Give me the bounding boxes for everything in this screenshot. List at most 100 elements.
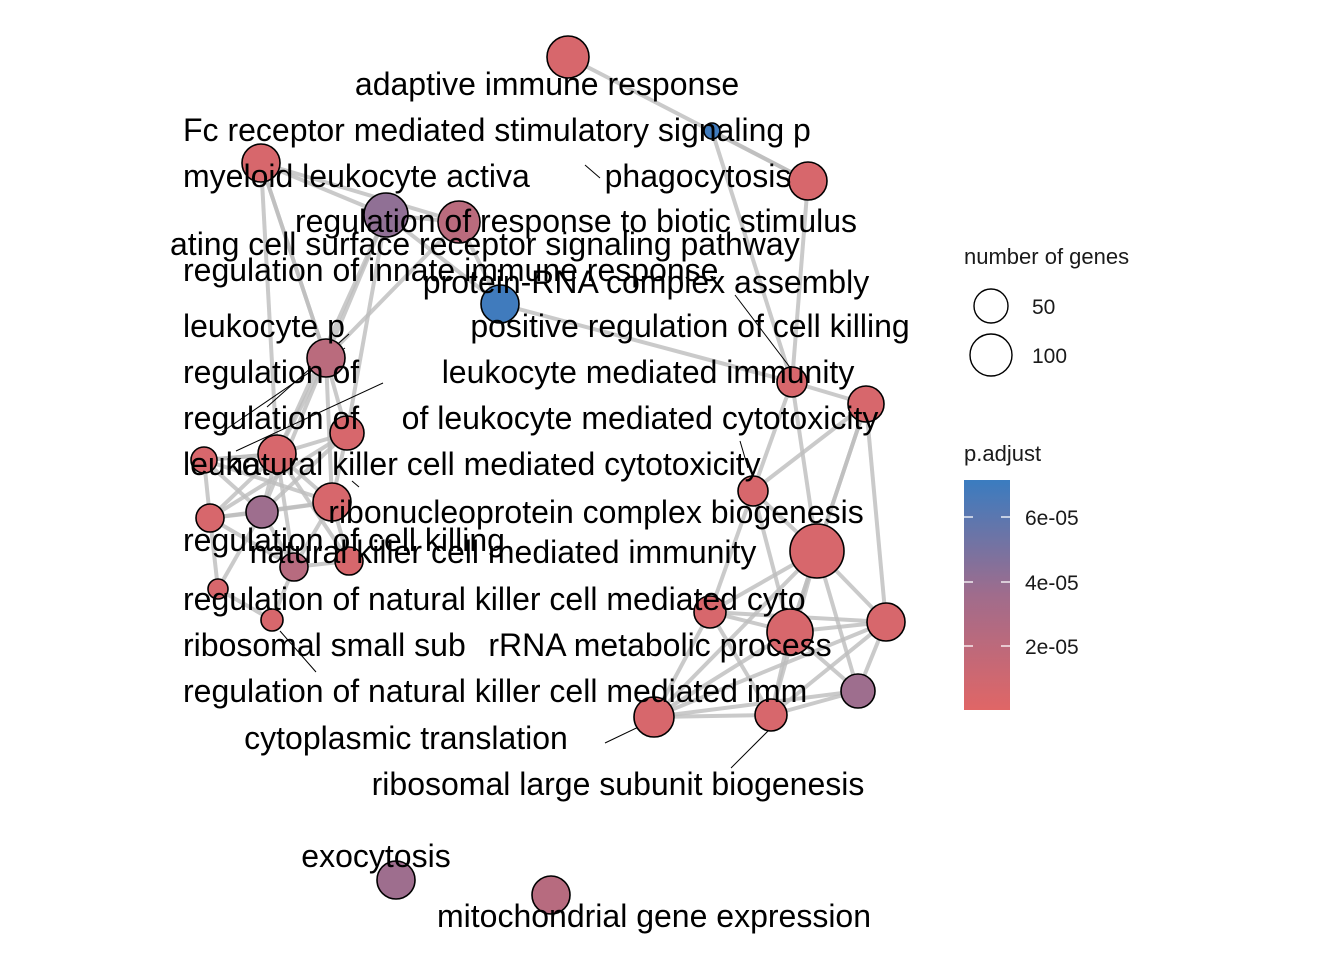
node-phagocytosis <box>788 161 828 201</box>
size-legend-key-100 <box>969 333 1013 377</box>
node-label: ribosomal small sub <box>183 627 466 663</box>
node-leukocyte-proliferation <box>257 434 297 474</box>
network-edge <box>203 458 333 504</box>
node-exocytosis <box>840 673 876 709</box>
label-leader-line <box>351 480 360 488</box>
network-edge <box>788 403 868 633</box>
network-edge <box>260 431 349 514</box>
network-edge <box>751 490 792 633</box>
size-legend-key-50 <box>973 288 1009 324</box>
network-edge <box>260 357 328 513</box>
network-edge <box>710 130 794 383</box>
node-label: ating cell surface receptor signaling pa… <box>170 226 800 262</box>
network-edge <box>260 161 460 224</box>
network-edge <box>653 689 859 719</box>
node-label: leukocyte p <box>183 308 345 344</box>
node-regulation-of-natural-killer-cell-mediated-cytotoxicity <box>776 366 808 398</box>
node-label: regulation of <box>183 400 359 436</box>
node-regulation-of-innate-immune-response <box>306 338 346 378</box>
node-ribosomal-large-subunit-biogenesis <box>754 698 788 732</box>
node-natural-killer-cell-mediated-cytotoxicity <box>195 503 225 533</box>
node-label: regulation of <box>183 354 359 390</box>
label-leader-line <box>584 164 601 179</box>
node-immune-response-activating-cell-surface-receptor-signaling-pathway <box>363 192 409 238</box>
node-label: ribosomal large subunit biogenesis <box>372 766 865 802</box>
network-edge <box>708 610 773 717</box>
node-label: natural killer cell mediated cytotoxicit… <box>225 446 760 482</box>
network-edge <box>259 162 279 455</box>
node-label: leuko <box>183 446 260 482</box>
node-ribosomal-small-subunit-biogenesis <box>693 595 727 629</box>
node-leukocyte-mediated-cytotoxicity <box>245 495 279 529</box>
node-label: regulation of natural killer cell mediat… <box>183 581 806 617</box>
node-label: regulation of cell killing <box>183 522 505 558</box>
node-label: adaptive immune response <box>355 66 739 102</box>
label-leader-line <box>734 294 793 371</box>
node-label: rRNA metabolic process <box>488 627 831 663</box>
network-edge <box>652 549 819 719</box>
node-regulation-of-cell-killing <box>207 578 229 600</box>
network-edge <box>567 55 809 183</box>
network-nodes <box>190 35 906 915</box>
network-edge <box>653 620 887 719</box>
color-tick-label-6e-05: 6e-05 <box>1025 507 1079 530</box>
node-label: ribonucleoprotein complex biogenesis <box>328 494 863 530</box>
node-label: leukocyte mediated immunity <box>442 354 855 390</box>
network-edge <box>275 214 388 455</box>
network-edge <box>384 213 502 306</box>
network-edge <box>324 357 334 503</box>
node-mitochondrial-gene-expression <box>279 552 309 582</box>
node-label: protein-RNA complex assembly <box>423 264 869 300</box>
node-labels: adaptive immune response Fc receptor medi… <box>170 66 910 934</box>
node-label: regulation of natural killer cell mediat… <box>183 673 807 709</box>
node-label: regulation of response to biotic stimulu… <box>295 203 857 239</box>
node-label: myeloid leukocyte activa <box>183 158 530 194</box>
node-regulation-of-leukocyte-mediated-immunity <box>312 482 352 522</box>
node-label: regulation of innate immune response <box>183 252 718 288</box>
node-mitochondrial-gene-expression <box>531 875 571 915</box>
node-regulation-of-natural-killer-cell-mediated-immunity <box>866 602 906 642</box>
node-label: cytoplasmic translation <box>244 720 568 756</box>
node-myeloid-leukocyte-activation <box>241 143 281 183</box>
node-exocytosis <box>376 860 416 900</box>
node-label: exocytosis <box>301 838 450 874</box>
node-fc-receptor-mediated-stimulatory-signaling-pathway <box>703 122 721 140</box>
node-protein-rna-complex-assembly <box>480 284 520 324</box>
node-regulation-of-response-to-biotic-stimulus <box>437 200 481 244</box>
label-leader-line <box>739 440 749 469</box>
node-rrna-metabolic-process <box>766 608 814 656</box>
color-tick-label-4e-05: 4e-05 <box>1025 572 1079 595</box>
label-leader-line <box>730 727 772 769</box>
node-label: mitochondrial gene expression <box>437 898 871 934</box>
node-regulation-of-cell-killing <box>334 546 364 576</box>
network-edge <box>790 381 819 552</box>
node-regulation-of-natural-killer-cell-mediated-cytotoxicity <box>260 608 284 632</box>
node-regulation-of-cell-killing <box>737 475 769 507</box>
node-label: of leukocyte mediated cytotoxicity <box>402 400 879 436</box>
legend: number of genes 50 100 p.adjust 6e-05 4e… <box>964 244 1129 710</box>
node-regulation-of-leukocyte-mediated-cytotoxicity <box>329 415 365 451</box>
node-natural-killer-cell-mediated-immunity <box>847 385 885 423</box>
network-edge <box>751 381 794 492</box>
color-tick-label-2e-05: 2e-05 <box>1025 636 1079 659</box>
network-edge <box>864 403 888 623</box>
network-edge <box>708 490 755 613</box>
node-label: natural killer cell mediated immunity <box>250 534 757 570</box>
network-edge <box>790 180 810 383</box>
network-edge <box>259 162 328 359</box>
size-legend-label-50: 50 <box>1032 296 1055 319</box>
color-legend-title: p.adjust <box>964 441 1041 466</box>
network-edge <box>652 630 792 719</box>
color-bar <box>964 480 1010 710</box>
label-leader-line <box>235 382 384 452</box>
node-label: Fc receptor mediated stimulatory signali… <box>183 112 811 148</box>
node-label: positive regulation of cell killing <box>470 308 909 344</box>
node-adaptive-immune-response <box>546 35 590 79</box>
network-edge <box>208 516 296 569</box>
node-ribonucleoprotein-complex-biogenesis <box>789 523 845 579</box>
size-legend-label-100: 100 <box>1032 345 1067 368</box>
node-label: phagocytosis <box>605 158 792 194</box>
node-positive-regulation-of-cell-killing <box>190 446 218 474</box>
network-edge <box>751 402 868 493</box>
